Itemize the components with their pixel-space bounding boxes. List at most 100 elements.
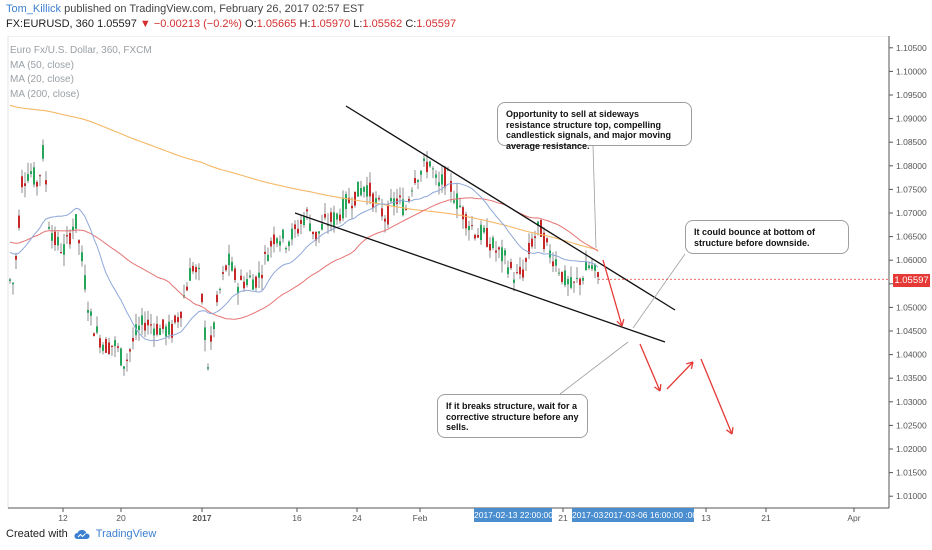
candle-body (126, 359, 128, 361)
open-label: O: (245, 18, 257, 30)
candle-body (246, 279, 248, 286)
candle-body (483, 227, 485, 233)
publish-info: Tom_Killick published on TradingView.com… (6, 3, 364, 15)
y-tick-label: 1.09500 (896, 90, 927, 100)
candle-body (528, 242, 530, 254)
legend-ma50[interactable]: MA (50, close) (10, 59, 74, 71)
candle-body (165, 326, 167, 337)
candle-body (468, 225, 470, 231)
candle-body (234, 268, 236, 281)
legend-ma200[interactable]: MA (200, close) (10, 88, 80, 100)
candle-body (318, 231, 320, 234)
candle-body (117, 346, 119, 348)
x-tick-label: Apr (847, 513, 860, 523)
candle-body (189, 267, 191, 281)
candle-body (435, 174, 437, 178)
candle-body (228, 253, 230, 266)
candle-body (330, 212, 332, 222)
candle-body (90, 311, 92, 316)
x-tick-label: 2017 (193, 513, 212, 523)
candle-body (504, 250, 506, 256)
last-price: 1.05597 (97, 18, 137, 30)
y-tick-label: 1.01000 (896, 491, 927, 501)
candle-body (285, 248, 287, 250)
candle-body (342, 197, 344, 219)
candle-body (72, 226, 74, 231)
chart-area[interactable]: 1.10500 1.10000 1.09500 1.09000 1.08500 1.080… (0, 36, 932, 523)
candle-body (471, 225, 473, 227)
y-tick-label: 1.06000 (896, 255, 927, 265)
candle-body (15, 255, 17, 260)
y-tick-label: 1.10000 (896, 66, 927, 76)
candle-body (195, 267, 197, 273)
candle-body (219, 288, 221, 290)
x-tick-label: 20 (116, 513, 126, 523)
y-tick-label: 1.04500 (896, 326, 927, 336)
candle-body (57, 236, 59, 246)
candle-body (552, 261, 554, 267)
candle-body (12, 282, 14, 285)
candle-body (369, 182, 371, 197)
candle-body (24, 183, 26, 186)
candle-body (339, 214, 341, 221)
candle-body (288, 241, 290, 247)
x-tick-label: Feb (413, 513, 428, 523)
candle-body (474, 234, 476, 239)
candle-body (267, 254, 269, 261)
candle-body (492, 237, 494, 249)
candle-body (162, 319, 164, 329)
candle-body (207, 367, 209, 369)
price-chart[interactable]: 1.10500 1.10000 1.09500 1.09000 1.08500 1.080… (0, 36, 932, 523)
candle-body (459, 205, 461, 207)
annotation-bottom[interactable]: If it breaks structure, wait for a corre… (437, 394, 588, 438)
y-tick-label: 1.10500 (896, 43, 927, 53)
candle-body (429, 161, 431, 167)
y-tick-label: 1.03000 (896, 397, 927, 407)
legend-ma20[interactable]: MA (20, close) (10, 74, 74, 85)
candle-body (477, 234, 479, 238)
candle-body (150, 324, 152, 326)
candle-body (516, 272, 518, 274)
candle-body (507, 267, 509, 275)
candle-body (192, 265, 194, 272)
candle-body (273, 234, 275, 245)
author-link[interactable]: Tom_Killick (6, 3, 62, 15)
candle-body (84, 275, 86, 290)
annotation-top[interactable]: Opportunity to sell at sideways resistan… (497, 102, 692, 151)
candle-body (252, 279, 254, 290)
upper-trendline (345, 105, 676, 311)
candle-body (27, 174, 29, 181)
candle-body (444, 166, 446, 188)
candle-body (417, 180, 419, 183)
candle-body (399, 195, 401, 198)
candle-body (534, 236, 536, 238)
candle-body (450, 180, 452, 192)
candle-body (345, 194, 347, 210)
candle-body (78, 240, 80, 244)
candle-body (75, 214, 77, 229)
candle-body (519, 266, 521, 275)
published-text: published on TradingView.com, February 2… (64, 3, 365, 15)
candle-body (33, 167, 35, 185)
candle-body (156, 323, 158, 335)
candle-body (591, 265, 593, 269)
candle-body (573, 281, 575, 283)
candle-body (366, 185, 368, 197)
candle-body (129, 349, 131, 352)
candle-body (351, 205, 353, 209)
candle-body (264, 251, 266, 254)
low-label: L: (353, 18, 363, 30)
candle-body (588, 265, 590, 269)
candle-body (282, 229, 284, 239)
candle-body (375, 198, 377, 204)
candle-body (36, 181, 38, 187)
tradingview-brand[interactable]: TradingView (95, 528, 157, 540)
candle-body (564, 270, 566, 286)
annotation-right[interactable]: It could bounce at bottom of structure b… (685, 220, 849, 254)
candle-body (231, 261, 233, 271)
candle-body (456, 193, 458, 209)
candle-body (279, 241, 281, 246)
y-tick-label: 1.01500 (896, 468, 927, 478)
candle-body (144, 322, 146, 331)
callout-pointer-top (592, 145, 597, 249)
